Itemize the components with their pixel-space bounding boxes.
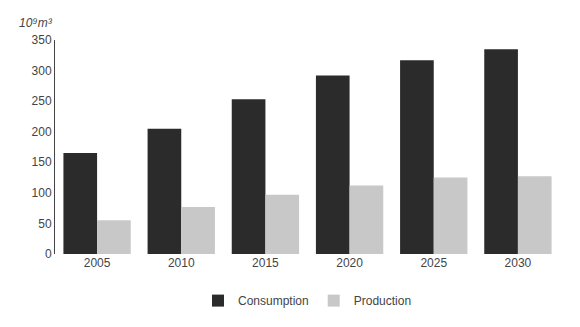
svg-text:0: 0 (45, 247, 52, 261)
svg-text:150: 150 (32, 155, 52, 169)
svg-text:50: 50 (38, 217, 52, 231)
svg-text:250: 250 (32, 94, 52, 108)
svg-text:2005: 2005 (84, 256, 111, 270)
svg-text:2025: 2025 (420, 256, 447, 270)
svg-text:10⁹m³: 10⁹m³ (19, 16, 53, 30)
svg-text:2030: 2030 (505, 256, 532, 270)
svg-text:Production: Production (354, 294, 411, 308)
svg-text:2020: 2020 (336, 256, 363, 270)
svg-text:350: 350 (32, 33, 52, 47)
svg-text:300: 300 (32, 64, 52, 78)
svg-text:100: 100 (32, 186, 52, 200)
svg-text:Consumption: Consumption (238, 294, 309, 308)
svg-text:2010: 2010 (168, 256, 195, 270)
svg-text:2015: 2015 (252, 256, 279, 270)
svg-text:200: 200 (32, 125, 52, 139)
